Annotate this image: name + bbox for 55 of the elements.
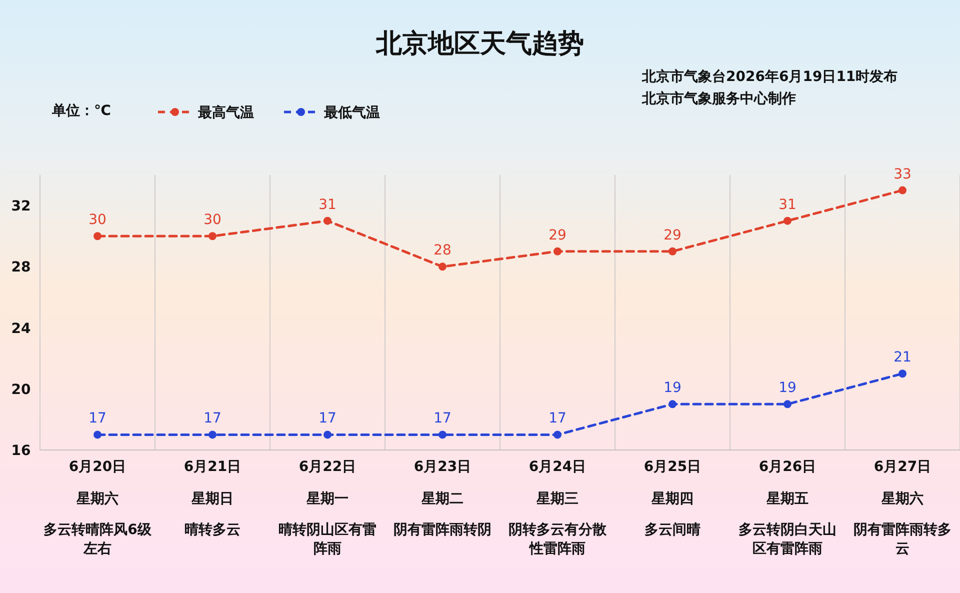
point bbox=[668, 247, 676, 256]
point bbox=[208, 232, 216, 240]
legend: 最低气温 bbox=[284, 105, 380, 121]
x-tick-label: 6月26日星期五多云转阴白天山区有雷阵雨 bbox=[738, 458, 838, 559]
data-label: 19 bbox=[664, 380, 682, 396]
y-tick-label: 16 bbox=[11, 443, 31, 459]
point bbox=[554, 430, 562, 439]
point bbox=[94, 232, 102, 240]
data-label: 28 bbox=[434, 242, 452, 259]
data-label: 17 bbox=[318, 410, 336, 427]
最低气温: 17 17 17 17 17 19 19 21 bbox=[88, 350, 912, 439]
y-tick-label: 28 bbox=[11, 260, 31, 276]
point bbox=[438, 262, 446, 271]
x-tick-label: 6月20日星期六多云转晴阵风6级左右 bbox=[42, 458, 152, 559]
point bbox=[668, 400, 676, 408]
data-label: 17 bbox=[88, 410, 106, 427]
x-tick-label: 6月21日星期日晴转多云 bbox=[182, 458, 242, 540]
chart-title: 北京地区天气趋势 bbox=[374, 28, 585, 61]
point bbox=[208, 430, 216, 439]
x-tick-label: 6月25日星期四多云间晴 bbox=[642, 458, 702, 540]
data-label: 31 bbox=[318, 196, 336, 213]
y-axis-title: 单位：℃ bbox=[52, 102, 111, 120]
point bbox=[438, 430, 446, 439]
data-label: 17 bbox=[204, 410, 222, 427]
y-tick-label: 24 bbox=[11, 320, 31, 337]
x-tick-label: 6月27日星期六阴有雷阵雨转多云 bbox=[852, 458, 952, 559]
point bbox=[898, 186, 906, 194]
x-tick-label: 6月23日星期二阴有雷阵雨转阴 bbox=[392, 458, 492, 540]
y-tick-label: 32 bbox=[11, 198, 31, 215]
x-tick-label: 6月24日星期三阴转多云有分散性雷阵雨 bbox=[508, 458, 608, 559]
point bbox=[94, 430, 102, 439]
legend-label: 最高气温 bbox=[197, 104, 254, 121]
point bbox=[784, 400, 792, 408]
legend-label: 最低气温 bbox=[323, 105, 380, 121]
data-label: 19 bbox=[778, 380, 796, 396]
data-label: 33 bbox=[894, 166, 912, 182]
legend: 最高气温 bbox=[158, 105, 254, 121]
point bbox=[784, 216, 792, 225]
data-label: 21 bbox=[894, 350, 912, 366]
data-label: 29 bbox=[664, 227, 682, 244]
最高气温: 30 30 31 28 29 29 31 33 bbox=[88, 166, 912, 271]
data-label: 17 bbox=[548, 410, 566, 427]
text: 北京市气象台2026年6月19日11时发布 bbox=[642, 68, 898, 86]
data-label: 31 bbox=[778, 196, 796, 213]
data-label: 17 bbox=[434, 410, 452, 427]
point bbox=[324, 430, 332, 439]
point bbox=[324, 216, 332, 225]
y-tick-label: 20 bbox=[11, 382, 31, 398]
point bbox=[898, 370, 906, 378]
x-tick-label: 6月22日星期一晴转阴山区有雷阵雨 bbox=[278, 458, 378, 559]
point bbox=[554, 247, 562, 256]
text: 北京市气象服务中心制作 bbox=[642, 90, 796, 108]
data-label: 29 bbox=[548, 227, 566, 244]
data-label: 30 bbox=[88, 212, 106, 228]
data-label: 30 bbox=[204, 212, 222, 228]
